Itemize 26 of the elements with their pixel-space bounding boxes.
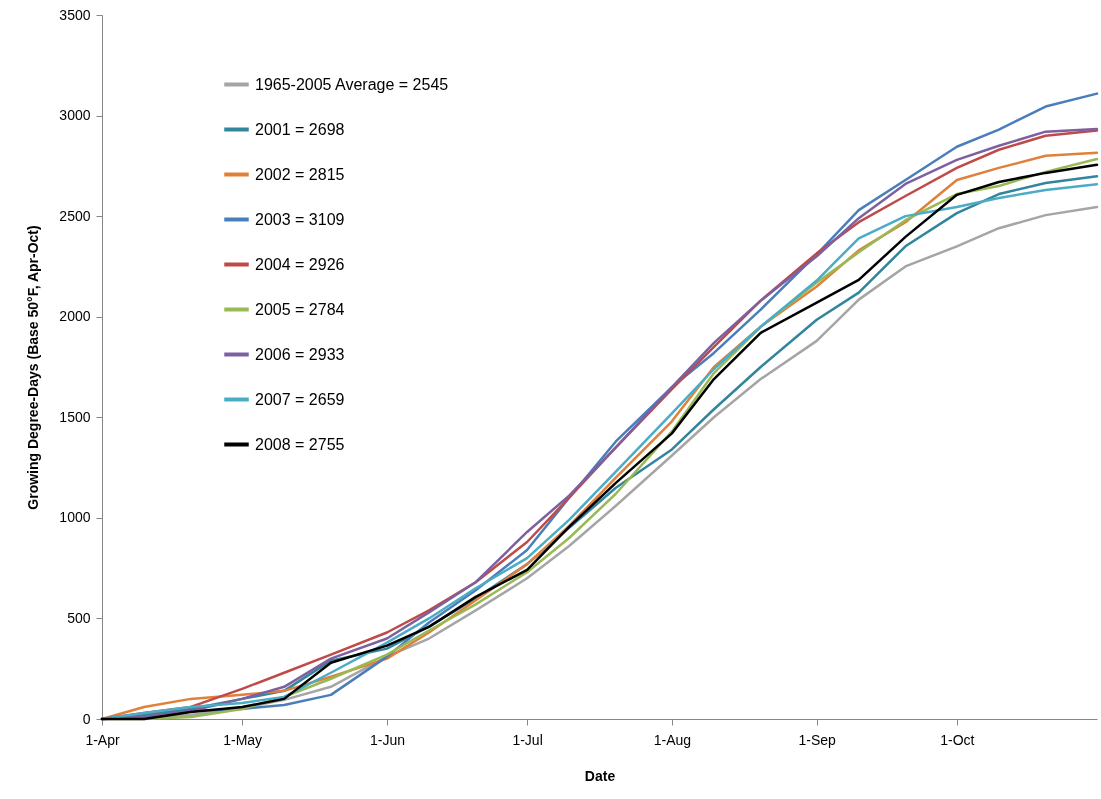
y-tick-label: 3500 (59, 6, 91, 23)
legend-label: 1965-2005 Average = 2545 (255, 75, 449, 93)
legend-label: 2001 = 2698 (255, 120, 345, 138)
x-tick-label: 1-Apr (85, 731, 120, 748)
y-tick-label: 0 (82, 710, 91, 727)
legend-label: 2006 = 2933 (255, 345, 345, 363)
legend-label: 2007 = 2659 (255, 390, 345, 408)
legend-label: 2003 = 3109 (255, 210, 345, 228)
legend-label: 2008 = 2755 (255, 435, 345, 453)
y-tick-label: 1500 (59, 408, 91, 425)
y-tick-label: 3000 (59, 107, 91, 124)
y-tick-label: 1000 (59, 509, 91, 526)
y-axis-title: Growing Degree-Days (Base 50°F, Apr-Oct) (25, 225, 42, 510)
x-tick-label: 1-Oct (940, 731, 975, 748)
legend-label: 2005 = 2784 (255, 300, 345, 318)
y-tick-label: 2500 (59, 207, 91, 224)
x-axis-title: Date (584, 767, 616, 784)
x-tick-label: 1-Jul (512, 731, 543, 748)
y-tick-label: 500 (67, 609, 91, 626)
x-tick-label: 1-May (223, 731, 263, 748)
legend-label: 2002 = 2815 (255, 165, 345, 183)
y-tick-label: 2000 (59, 308, 91, 325)
legend-label: 2004 = 2926 (255, 255, 345, 273)
x-tick-label: 1-Sep (798, 731, 837, 748)
x-tick-label: 1-Aug (653, 731, 692, 748)
x-tick-label: 1-Jun (369, 731, 405, 748)
